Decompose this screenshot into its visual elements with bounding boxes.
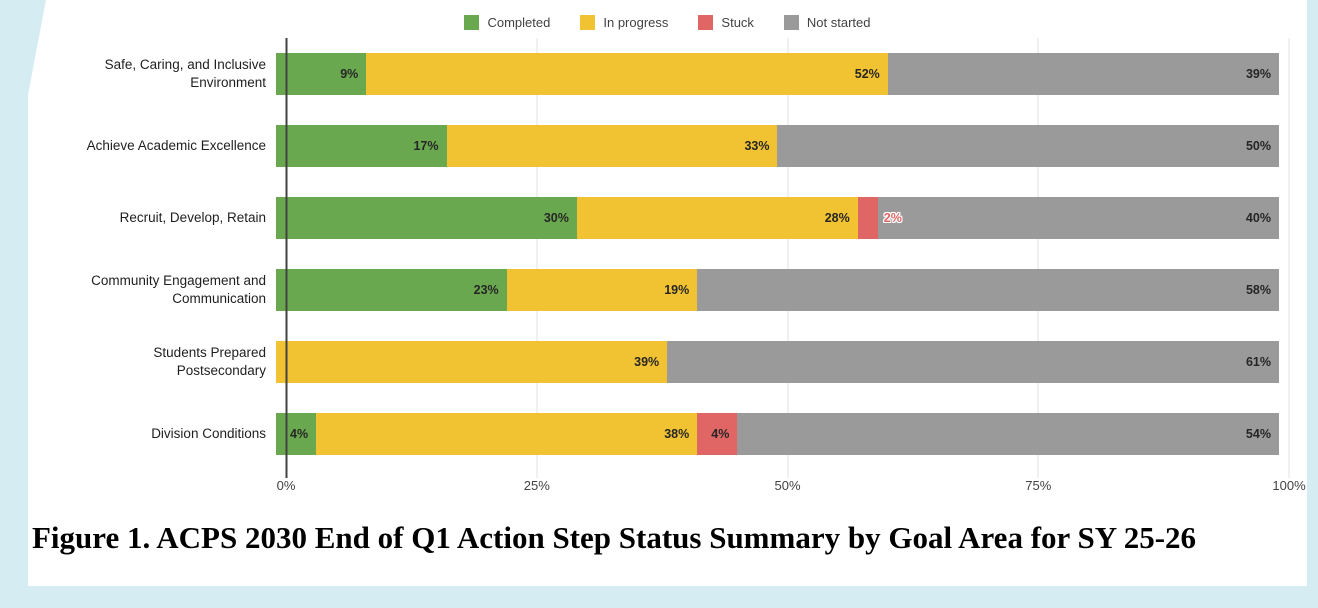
legend: Completed In progress Stuck Not started (28, 0, 1307, 34)
bar-track: 30% 28% 2% 40% (276, 197, 1279, 239)
legend-item-in-progress: In progress (580, 14, 669, 30)
bar-segment-in-progress: 52% (366, 53, 888, 95)
value-label-outside: 2% (883, 211, 902, 225)
value-label: 23% (473, 283, 499, 297)
bar-rows: Safe, Caring, and Inclusive Environment 9… (28, 38, 1289, 470)
chart-row: Students Prepared Postsecondary 39% 61% (28, 326, 1289, 398)
legend-item-completed: Completed (464, 14, 551, 30)
bar-segment-completed: 30% (276, 197, 577, 239)
category-label: Division Conditions (151, 426, 266, 442)
bar-segment-in-progress: 38% (316, 413, 698, 455)
value-label: 39% (634, 355, 660, 369)
legend-swatch-icon (464, 14, 480, 30)
category-label: Safe, Caring, and Inclusive Environment (104, 57, 266, 90)
category-label: Students Prepared Postsecondary (153, 345, 266, 378)
chart-plot: Safe, Caring, and Inclusive Environment 9… (28, 38, 1290, 478)
bar-track: 39% 61% (276, 341, 1279, 383)
value-label: 33% (744, 139, 770, 153)
bar-segment-in-progress: 28% (576, 197, 858, 239)
value-label: 30% (543, 211, 569, 225)
x-tick-label: 0% (276, 478, 296, 493)
gridlines (285, 38, 1290, 478)
bar-segment-completed: 4% (276, 413, 317, 455)
legend-label: Not started (806, 14, 871, 30)
value-label: 54% (1245, 427, 1271, 441)
bar-segment-in-progress: 33% (446, 125, 778, 167)
document-page: Completed In progress Stuck Not started Saf… (28, 0, 1307, 586)
gridline (1037, 38, 1039, 478)
bar-track: 4% 38% 4% 54% (276, 413, 1279, 455)
bar-segment-in-progress: 39% (276, 341, 668, 383)
axis-baseline (285, 38, 288, 478)
gridline (1288, 38, 1290, 478)
chart-row: Achieve Academic Excellence 17% 33% 50% (28, 110, 1289, 182)
legend-item-stuck: Stuck (698, 14, 754, 30)
value-label: 4% (290, 427, 309, 441)
value-label: 40% (1245, 211, 1271, 225)
chart-row: Community Engagement and Communication 23… (28, 254, 1289, 326)
category-label: Recruit, Develop, Retain (119, 210, 266, 226)
value-label: 50% (1245, 139, 1271, 153)
legend-label: Stuck (721, 14, 754, 30)
legend-swatch-icon (698, 14, 714, 30)
chart-row: Division Conditions 4% 38% 4% 54% (28, 398, 1289, 470)
category-label: Achieve Academic Excellence (86, 138, 266, 154)
legend-label: In progress (603, 14, 669, 30)
bar-segment-not-started: 40% (877, 197, 1279, 239)
chart-row: Safe, Caring, and Inclusive Environment 9… (28, 38, 1289, 110)
bar-segment-completed: 17% (276, 125, 447, 167)
value-label: 28% (824, 211, 850, 225)
legend-swatch-icon (580, 14, 596, 30)
bar-segment-completed: 9% (276, 53, 367, 95)
legend-item-not-started: Not started (783, 14, 871, 30)
value-label: 17% (413, 139, 439, 153)
value-label: 52% (854, 67, 880, 81)
bar-track: 17% 33% 50% (276, 125, 1279, 167)
bar-segment-not-started: 58% (697, 269, 1279, 311)
x-tick-label: 75% (1025, 478, 1052, 493)
bar-segment-not-started: 50% (777, 125, 1279, 167)
bar-segment-not-started: 61% (667, 341, 1279, 383)
value-label: 39% (1245, 67, 1271, 81)
legend-label: Completed (487, 14, 551, 30)
gridline (787, 38, 788, 478)
bar-segment-not-started: 39% (887, 53, 1279, 95)
x-axis: 0% 25% 50% 75% 100% (277, 470, 1306, 496)
bar-track: 23% 19% 58% (276, 269, 1279, 311)
value-label: 38% (664, 427, 690, 441)
bar-segment-stuck: 4% (697, 413, 738, 455)
category-label: Community Engagement and Communication (91, 273, 266, 306)
value-label: 19% (664, 283, 690, 297)
bar-track: 9% 52% 39% (276, 53, 1279, 95)
value-label: 9% (340, 67, 359, 81)
value-label: 4% (711, 427, 730, 441)
x-tick-label: 25% (523, 478, 550, 493)
bar-segment-not-started: 54% (737, 413, 1279, 455)
x-tick-label: 100% (1272, 478, 1306, 493)
value-label: 61% (1245, 355, 1271, 369)
gridline (536, 38, 538, 478)
bar-segment-stuck (857, 197, 878, 239)
chart-row: Recruit, Develop, Retain 30% 28% 2% 40% (28, 182, 1289, 254)
legend-swatch-icon (783, 14, 799, 30)
figure-caption: Figure 1. ACPS 2030 End of Q1 Action Ste… (32, 520, 1197, 555)
bar-segment-completed: 23% (276, 269, 507, 311)
x-tick-label: 50% (774, 478, 801, 493)
value-label: 58% (1245, 283, 1271, 297)
bar-segment-in-progress: 19% (506, 269, 698, 311)
